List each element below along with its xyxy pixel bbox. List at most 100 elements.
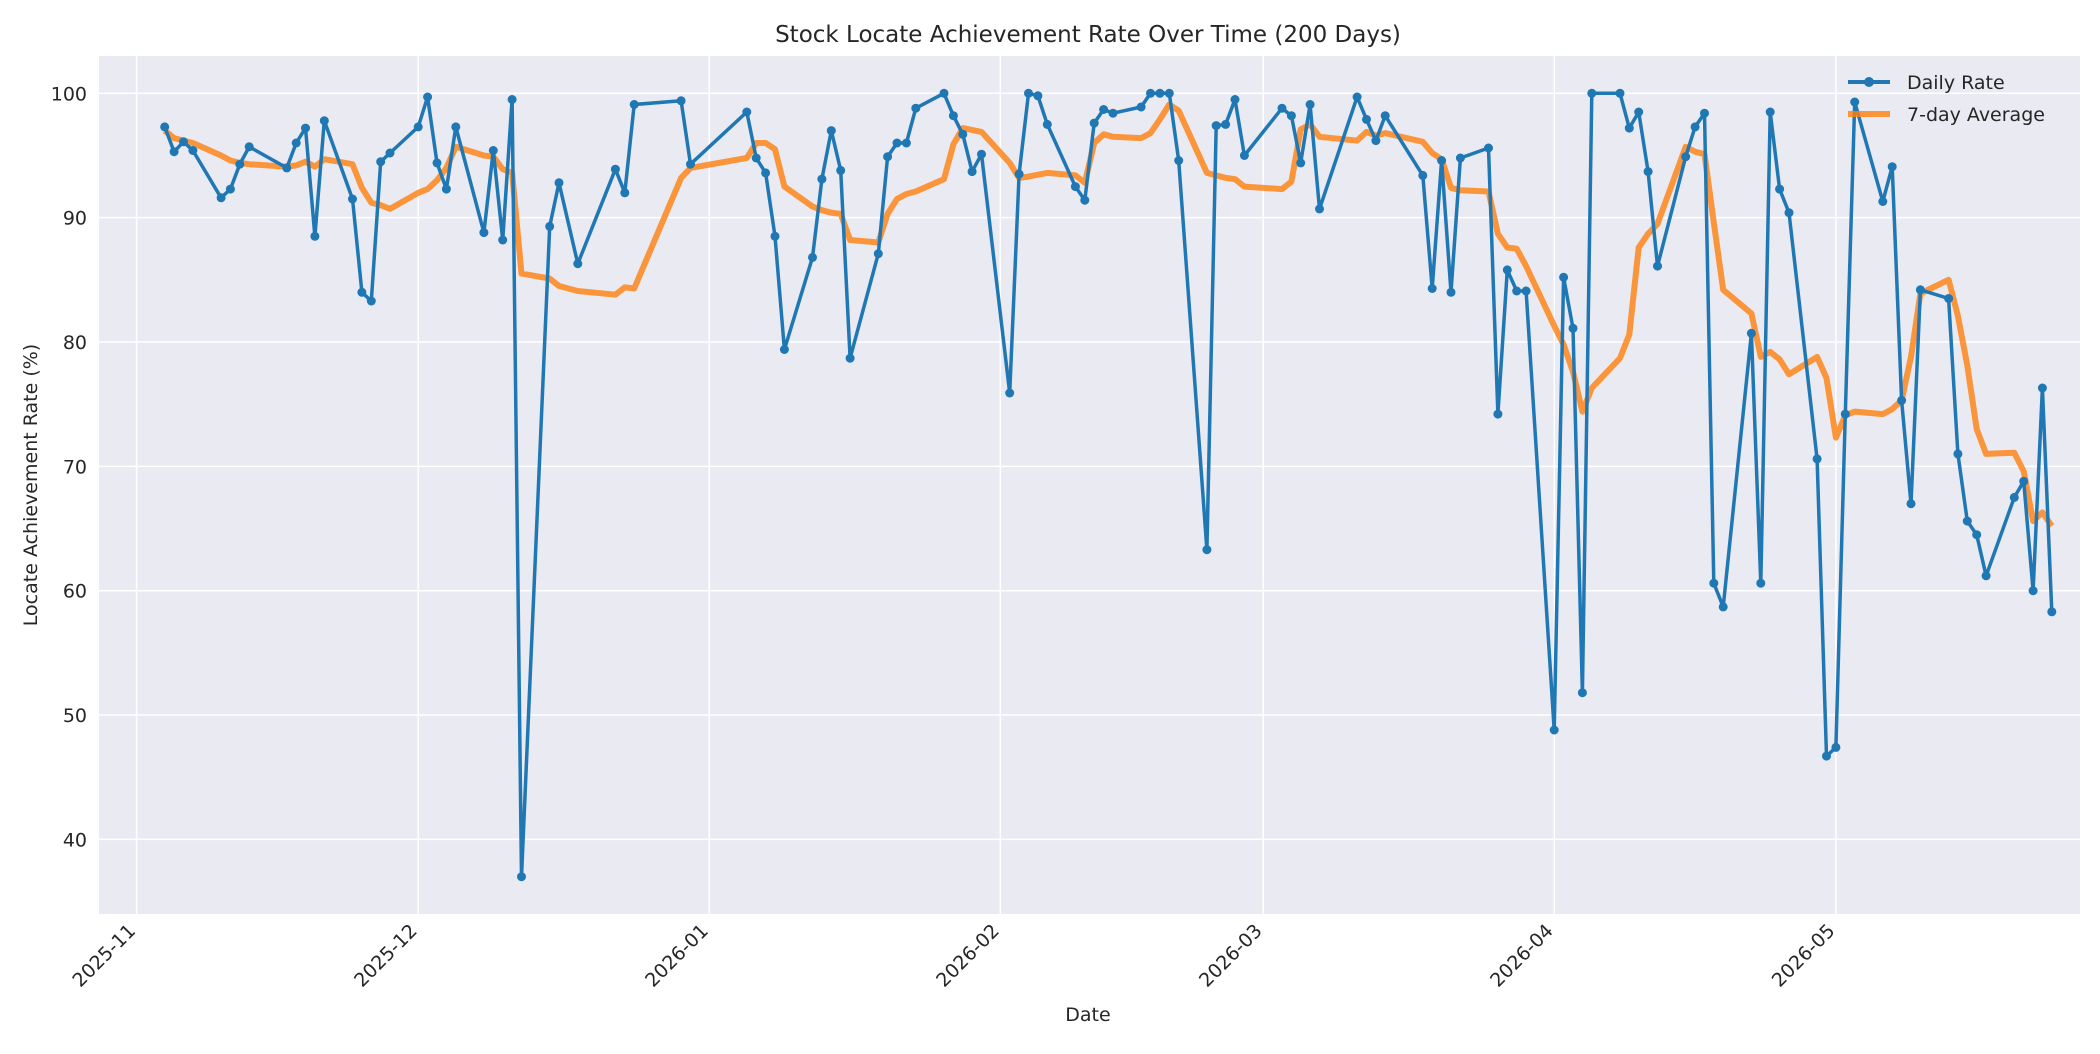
data-point-daily-rate	[301, 123, 310, 133]
data-point-daily-rate	[1230, 95, 1240, 104]
data-point-daily-rate	[573, 259, 583, 269]
y-axis-ticks: 40 50 60 70 80 90 100	[51, 83, 87, 851]
data-point-daily-rate	[1962, 516, 1972, 526]
data-point-daily-rate	[686, 159, 695, 169]
data-point-daily-rate	[1775, 184, 1785, 194]
data-point-daily-rate	[1624, 123, 1634, 133]
data-point-daily-rate	[1493, 409, 1503, 419]
data-point-daily-rate	[1831, 742, 1841, 752]
data-point-daily-rate	[1136, 102, 1146, 112]
data-point-daily-rate	[235, 159, 245, 169]
data-point-daily-rate	[545, 221, 555, 231]
data-point-daily-rate	[817, 174, 827, 184]
data-point-daily-rate	[1418, 170, 1428, 180]
data-point-daily-rate	[1024, 88, 1033, 98]
data-point-daily-rate	[451, 122, 461, 132]
data-point-daily-rate	[901, 138, 911, 148]
data-point-daily-rate	[1746, 328, 1756, 338]
data-point-daily-rate	[291, 138, 301, 148]
data-point-daily-rate	[1681, 152, 1691, 162]
data-point-daily-rate	[1080, 195, 1090, 205]
data-point-daily-rate	[826, 126, 836, 136]
data-point-daily-rate	[1502, 265, 1512, 275]
data-point-daily-rate	[1915, 285, 1925, 295]
data-point-daily-rate	[742, 107, 752, 117]
data-point-daily-rate	[751, 153, 761, 163]
data-point-daily-rate	[2037, 383, 2047, 393]
y-tick-label: 60	[63, 581, 87, 603]
y-tick-label: 50	[63, 705, 87, 727]
series-layer	[160, 88, 2057, 882]
data-point-daily-rate	[1897, 395, 1907, 405]
data-point-daily-rate	[179, 137, 188, 147]
data-point-daily-rate	[911, 103, 921, 113]
x-axis-label: Date	[1065, 1004, 1110, 1026]
data-point-daily-rate	[169, 147, 179, 157]
data-point-daily-rate	[1718, 602, 1728, 612]
data-point-daily-rate	[1446, 287, 1456, 297]
data-point-daily-rate	[1559, 272, 1569, 282]
data-point-daily-rate	[610, 164, 620, 174]
data-point-daily-rate	[892, 138, 902, 148]
data-point-daily-rate	[1437, 156, 1447, 165]
y-tick-label: 70	[63, 456, 87, 478]
chart-title: Stock Locate Achievement Rate Over Time …	[775, 22, 1401, 48]
data-point-daily-rate	[808, 252, 817, 262]
y-tick-label: 90	[63, 208, 87, 230]
data-point-daily-rate	[948, 111, 958, 121]
data-point-daily-rate	[319, 116, 329, 126]
data-point-daily-rate	[761, 168, 771, 178]
data-point-daily-rate	[883, 152, 893, 162]
data-point-daily-rate	[1690, 122, 1700, 132]
plot-area	[99, 56, 2080, 914]
data-point-daily-rate	[1756, 578, 1766, 588]
data-point-daily-rate	[1878, 197, 1888, 206]
data-point-daily-rate	[629, 100, 639, 109]
data-point-daily-rate	[488, 146, 498, 155]
data-point-daily-rate	[1202, 545, 1212, 555]
y-tick-label: 80	[63, 332, 87, 354]
legend-marker-daily-rate	[1864, 77, 1874, 87]
data-point-daily-rate	[282, 163, 292, 173]
data-point-daily-rate	[1634, 107, 1644, 117]
data-point-daily-rate	[873, 249, 883, 259]
data-point-daily-rate	[1174, 156, 1184, 165]
data-point-daily-rate	[1784, 208, 1794, 218]
y-tick-label: 100	[51, 83, 87, 105]
data-point-daily-rate	[1944, 294, 1954, 303]
data-point-daily-rate	[1315, 204, 1324, 214]
data-point-daily-rate	[1484, 143, 1493, 153]
data-point-daily-rate	[413, 122, 423, 132]
data-point-daily-rate	[1906, 499, 1916, 509]
data-point-daily-rate	[479, 228, 489, 238]
data-point-daily-rate	[517, 872, 526, 882]
data-point-daily-rate	[1577, 688, 1587, 698]
data-point-daily-rate	[366, 296, 376, 306]
data-point-daily-rate	[1887, 162, 1897, 172]
data-point-daily-rate	[1362, 114, 1371, 124]
data-point-daily-rate	[977, 149, 986, 159]
data-point-daily-rate	[385, 148, 395, 158]
data-point-daily-rate	[357, 287, 367, 297]
data-point-daily-rate	[498, 235, 508, 245]
data-point-daily-rate	[1070, 182, 1080, 192]
legend-label-7-day-average: 7-day Average	[1907, 104, 2045, 126]
data-point-daily-rate	[348, 194, 357, 204]
data-point-daily-rate	[1042, 119, 1052, 129]
data-point-daily-rate	[507, 95, 517, 104]
grid-lines	[99, 56, 2080, 914]
data-point-daily-rate	[1239, 151, 1249, 160]
y-axis-label: Locate Achievement Rate (%)	[20, 344, 42, 626]
data-point-daily-rate	[967, 167, 977, 177]
data-point-daily-rate	[188, 146, 198, 155]
data-point-daily-rate	[1521, 286, 1531, 296]
data-point-daily-rate	[2009, 492, 2019, 502]
data-point-daily-rate	[1371, 136, 1381, 146]
data-point-daily-rate	[2028, 586, 2038, 596]
data-point-daily-rate	[225, 184, 235, 194]
data-point-daily-rate	[779, 345, 789, 354]
data-point-daily-rate	[836, 165, 846, 175]
data-point-daily-rate	[1850, 97, 1860, 107]
data-point-daily-rate	[1822, 751, 1831, 761]
